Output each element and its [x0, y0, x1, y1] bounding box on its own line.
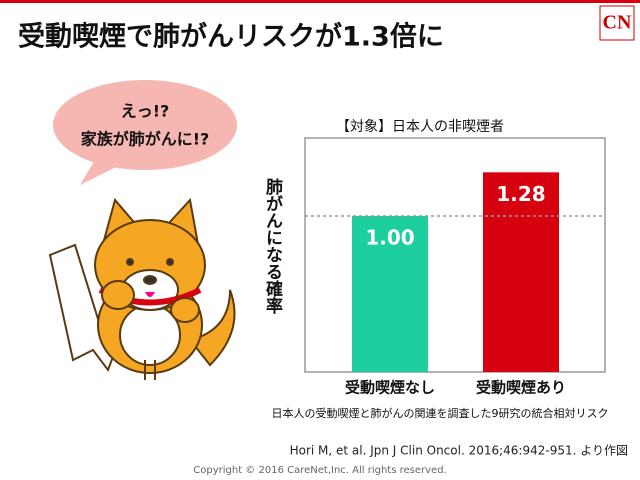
bubble-line: えっ!?	[121, 102, 170, 121]
source: Hori M, et al. Jpn J Clin Oncol. 2016;46…	[290, 444, 628, 458]
logo: CN	[603, 12, 632, 34]
y-axis-label: 肺がんになる確率	[262, 178, 283, 315]
x-tick-label: 受動喫煙あり	[476, 379, 566, 397]
plot-frame	[304, 137, 606, 373]
dog-illustration	[48, 197, 236, 380]
top-bar	[0, 0, 640, 3]
bar	[483, 172, 559, 372]
chart-note: 日本人の受動喫煙と肺がんの関連を調査した9研究の統合相対リスク	[272, 406, 609, 420]
value-label: 1.28	[496, 182, 545, 206]
copyright: Copyright © 2016 CareNet,Inc. All rights…	[193, 465, 446, 476]
speech-bubble	[53, 80, 237, 185]
chart-subtitle: 【対象】日本人の非喫煙者	[336, 119, 504, 135]
bubble-line: 家族が肺がんに!?	[81, 130, 210, 149]
value-label: 1.00	[365, 226, 414, 250]
bar	[352, 216, 428, 372]
logo-box	[599, 5, 635, 41]
slide-title: 受動喫煙で肺がんリスクが1.3倍に	[18, 21, 444, 53]
x-tick-label: 受動喫煙なし	[345, 379, 435, 397]
